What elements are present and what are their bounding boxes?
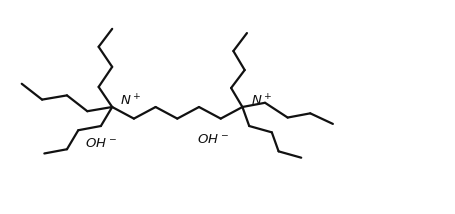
Text: $OH^-$: $OH^-$ <box>85 137 117 150</box>
Text: $N^+$: $N^+$ <box>120 93 142 108</box>
Text: $OH^-$: $OH^-$ <box>197 133 229 146</box>
Text: $N^+$: $N^+$ <box>251 93 272 108</box>
